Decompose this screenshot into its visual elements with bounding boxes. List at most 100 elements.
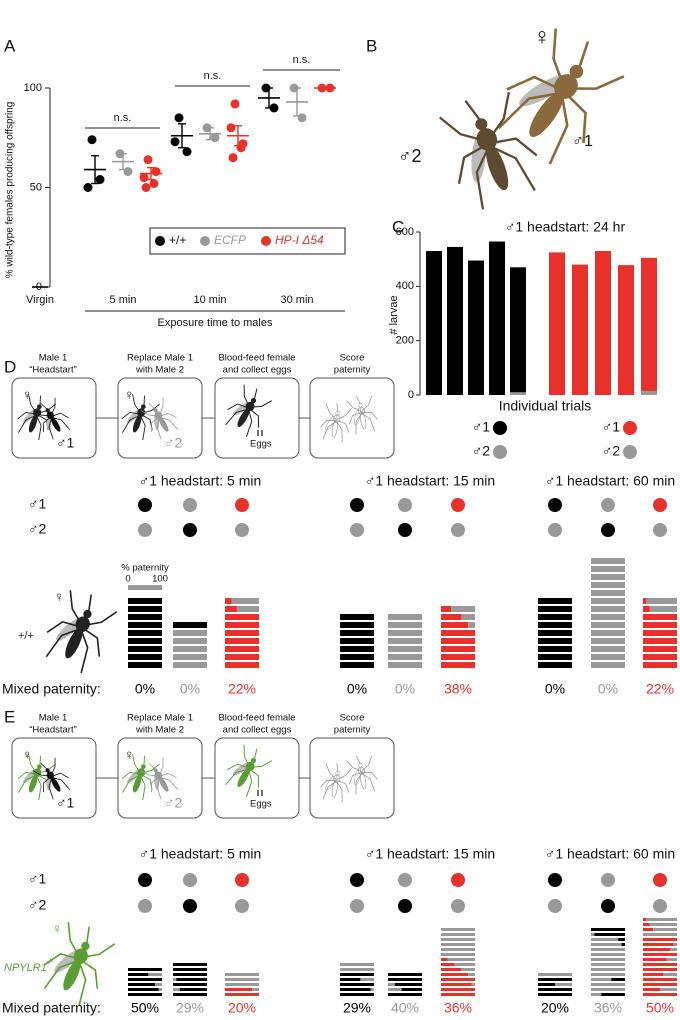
leg	[159, 772, 177, 779]
leg	[77, 960, 87, 1006]
leg	[325, 763, 337, 780]
paternity-male1	[591, 933, 595, 936]
leg	[139, 774, 146, 801]
row-label: ♂1	[28, 496, 47, 512]
icon-label: ♀	[124, 747, 135, 763]
male1-dot	[138, 873, 152, 887]
x-axis-label: Exposure time to males	[158, 317, 273, 329]
leg	[548, 92, 569, 165]
paternity-male1	[643, 638, 677, 644]
legend-label: +/+	[169, 233, 186, 247]
male2-dot	[183, 899, 197, 913]
data-point	[139, 173, 149, 183]
leg	[475, 145, 491, 210]
leg	[32, 770, 51, 777]
leg	[325, 403, 337, 420]
step-label: “Headstart”	[29, 725, 77, 736]
proboscis	[143, 395, 145, 406]
paternity-male2	[621, 943, 625, 946]
leg	[28, 754, 38, 774]
male2-dot	[138, 899, 152, 913]
paternity-male1	[225, 646, 259, 652]
paternity-male1	[128, 654, 162, 660]
y-tick-label: 50	[30, 181, 42, 193]
paternity-male1	[643, 953, 677, 956]
paternity-male1	[173, 638, 207, 644]
legend-label: ♂2	[602, 443, 621, 459]
leg	[322, 780, 337, 800]
paternity-male1	[340, 638, 374, 644]
icon-label: Eggs	[250, 439, 272, 450]
data-point	[210, 133, 220, 143]
paternity-male1	[441, 654, 475, 660]
leg	[132, 754, 142, 774]
paternity-male1	[441, 646, 475, 652]
paternity-male2	[401, 988, 422, 991]
male1-dot	[451, 498, 465, 512]
male1-dot	[653, 873, 667, 887]
leg	[361, 772, 376, 792]
leg	[227, 403, 250, 411]
step-label: “Headstart”	[29, 365, 77, 376]
paternity-male1	[340, 988, 371, 991]
mixed-paternity-value: 0%	[545, 681, 565, 697]
leg	[121, 771, 141, 780]
paternity-male2	[666, 958, 677, 961]
mixed-paternity-value: 0%	[598, 681, 618, 697]
paternity-male1	[591, 953, 625, 956]
paternity-male1	[538, 988, 572, 991]
paternity-male1	[340, 973, 374, 976]
bar-segment	[641, 257, 657, 391]
icon-label: Eggs	[250, 799, 272, 810]
data-point	[149, 179, 159, 189]
paternity-male1	[225, 614, 259, 620]
paternity-male1	[388, 638, 422, 644]
leg	[45, 627, 81, 658]
icon-label: ♂1	[56, 795, 75, 811]
mosquito-icon	[346, 395, 378, 435]
paternity-male1	[441, 614, 462, 620]
paternity-male1	[538, 646, 572, 652]
scale-bar	[128, 585, 162, 590]
paternity-male1	[173, 662, 207, 668]
paternity-male1	[441, 993, 475, 996]
paternity-male1	[340, 622, 374, 628]
leg	[18, 414, 37, 433]
legend-label: ♂1	[602, 419, 621, 435]
paternity-male1	[643, 963, 677, 966]
icon-label: ♂1	[56, 435, 75, 451]
paternity-male2	[441, 943, 475, 946]
data-point	[230, 99, 240, 109]
leg	[346, 760, 362, 772]
leg	[249, 760, 273, 768]
step-label: paternity	[334, 365, 371, 376]
male1-dot	[398, 873, 412, 887]
leg	[69, 590, 83, 627]
paternity-male1	[643, 973, 664, 976]
paternity-male1	[441, 958, 448, 961]
data-point	[123, 167, 133, 177]
panel-label: B	[366, 36, 377, 55]
paternity-male2	[670, 948, 677, 951]
paternity-male1	[441, 963, 455, 966]
scale-max: 100	[152, 574, 168, 585]
step-label: and collect eggs	[223, 725, 292, 736]
y-tick-label: 0	[408, 389, 414, 401]
step-label: with Male 2	[135, 365, 184, 376]
mixed-paternity-value: 22%	[646, 681, 674, 697]
step-label: Score	[340, 353, 365, 364]
proboscis	[254, 748, 258, 759]
bar-segment	[426, 251, 442, 395]
step-label: paternity	[334, 725, 371, 736]
paternity-male2	[468, 622, 475, 628]
male1-dot	[183, 498, 197, 512]
paternity-male1	[538, 638, 572, 644]
paternity-male2	[388, 973, 422, 976]
paternity-male1	[538, 662, 572, 668]
paternity-male1	[173, 988, 180, 991]
male1-dot	[183, 873, 197, 887]
male1-dot	[548, 873, 562, 887]
paternity-male1	[643, 943, 674, 946]
proboscis	[143, 755, 145, 766]
